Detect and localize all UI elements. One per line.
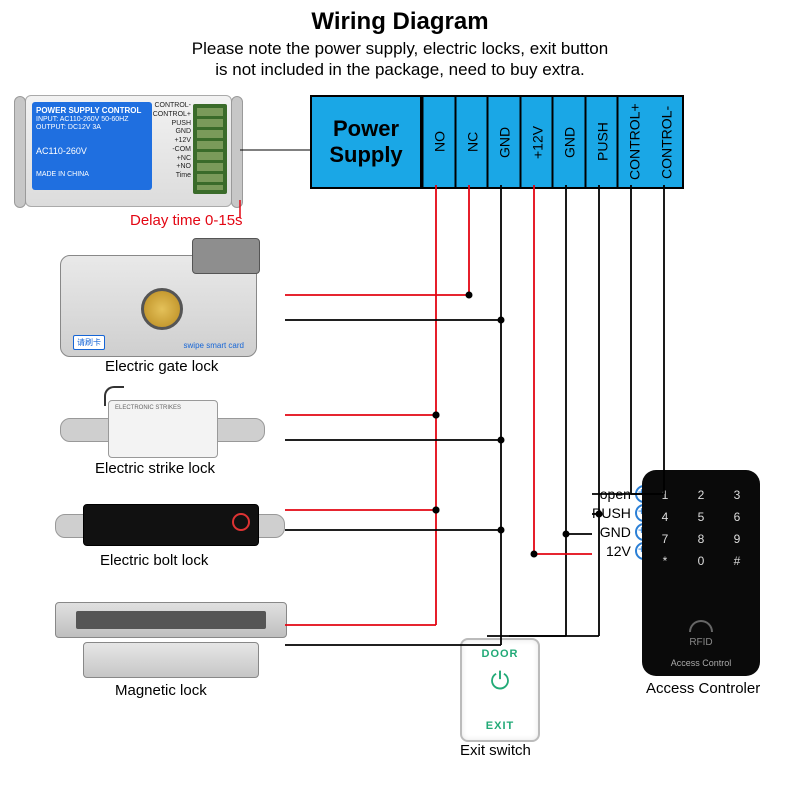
psu-input: INPUT: AC110-260V 50-60HZ (36, 116, 148, 124)
keypad-key: 2 (686, 488, 716, 502)
subtitle-line2: is not included in the package, need to … (215, 60, 585, 79)
access-controller: 123 456 789 * 0 # RFID Access Control (642, 470, 760, 676)
keypad-key: 9 (722, 532, 752, 546)
strike-lock-label: Electric strike lock (95, 460, 215, 477)
psu-output: OUTPUT: DC12V 3A (36, 124, 148, 132)
bolt-plate-right (255, 514, 285, 538)
electric-gate-lock: 请刷卡 swipe smart card (60, 255, 257, 357)
subtitle-line1: Please note the power supply, electric l… (192, 39, 608, 58)
exit-switch: DOOR ⏻ EXIT (460, 638, 540, 742)
access-controller-label: Access Controler (646, 680, 760, 697)
psu-terminal-text: CONTROL- CONTROL+ PUSH GND +12V -COM +NC… (153, 102, 191, 181)
mag-lock-top (55, 602, 287, 638)
psu-pin: NO (422, 97, 455, 187)
keypad-key: 7 (650, 532, 680, 546)
bolt-body (83, 504, 259, 546)
power-supply-photo: POWER SUPPLY CONTROL INPUT: AC110-260V 5… (25, 95, 232, 207)
electric-bolt-lock (55, 500, 285, 548)
keypad-key: 3 (722, 488, 752, 502)
psu-made: MADE IN CHINA (36, 171, 148, 179)
keypad-key: 5 (686, 510, 716, 524)
strike-plate-right (215, 418, 265, 442)
diagram-subtitle: Please note the power supply, electric l… (0, 38, 800, 81)
psu-ac-label: AC110-260V (36, 146, 148, 157)
psu-pin: CONTROL+ (617, 97, 650, 187)
gate-lock-top (192, 238, 260, 274)
power-supply-pinout: PowerSupplyNONCGND+12VGNDPUSHCONTROL+CON… (310, 95, 684, 189)
keypad-key: * (650, 554, 680, 568)
keypad-key: 8 (686, 532, 716, 546)
rfid-icon: RFID (642, 620, 760, 648)
delay-time-label: Delay time 0-15s (130, 212, 243, 229)
diagram-title: Wiring Diagram (0, 8, 800, 36)
psu-title: POWER SUPPLY CONTROL (36, 106, 148, 116)
gate-lock-label: Electric gate lock (105, 358, 218, 375)
keypad-key: 6 (722, 510, 752, 524)
strike-body (108, 400, 218, 458)
gate-lock-swipe-cn: 请刷卡 (73, 335, 105, 350)
psu-blue-label: POWER SUPPLY CONTROL INPUT: AC110-260V 5… (32, 102, 152, 190)
exit-switch-bottom-text: EXIT (462, 720, 538, 732)
psu-pin: NC (455, 97, 488, 187)
gate-lock-swipe-en: swipe smart card (184, 341, 244, 350)
exit-door-icon: ⏻ (462, 668, 538, 696)
strike-wire-icon (104, 386, 124, 406)
bolt-plate-left (55, 514, 85, 538)
access-controller-footer: Access Control (642, 658, 760, 668)
mag-lock-bottom (83, 642, 259, 678)
electric-strike-lock (60, 400, 265, 456)
psu-bracket-right (231, 96, 243, 208)
keypad-key: # (722, 554, 752, 568)
keypad-key: 1 (650, 488, 680, 502)
exit-switch-top-text: DOOR (462, 648, 538, 660)
psu-pinout-label: PowerSupply (312, 97, 422, 187)
keypad-key: 4 (650, 510, 680, 524)
psu-pin: +12V (520, 97, 553, 187)
strike-plate-left (60, 418, 110, 442)
psu-pin: GND (487, 97, 520, 187)
gate-lock-cylinder (141, 288, 183, 330)
psu-pin: CONTROL- (650, 97, 683, 187)
psu-bracket-left (14, 96, 26, 208)
magnetic-lock-label: Magnetic lock (115, 682, 207, 699)
psu-terminal-block (193, 104, 227, 194)
psu-pin: PUSH (585, 97, 618, 187)
exit-switch-label: Exit switch (460, 742, 531, 759)
magnetic-lock (55, 602, 285, 678)
bolt-lock-label: Electric bolt lock (100, 552, 208, 569)
keypad-key: 0 (686, 554, 716, 568)
keypad: 123 456 789 * 0 # (650, 488, 752, 568)
psu-pin: GND (552, 97, 585, 187)
